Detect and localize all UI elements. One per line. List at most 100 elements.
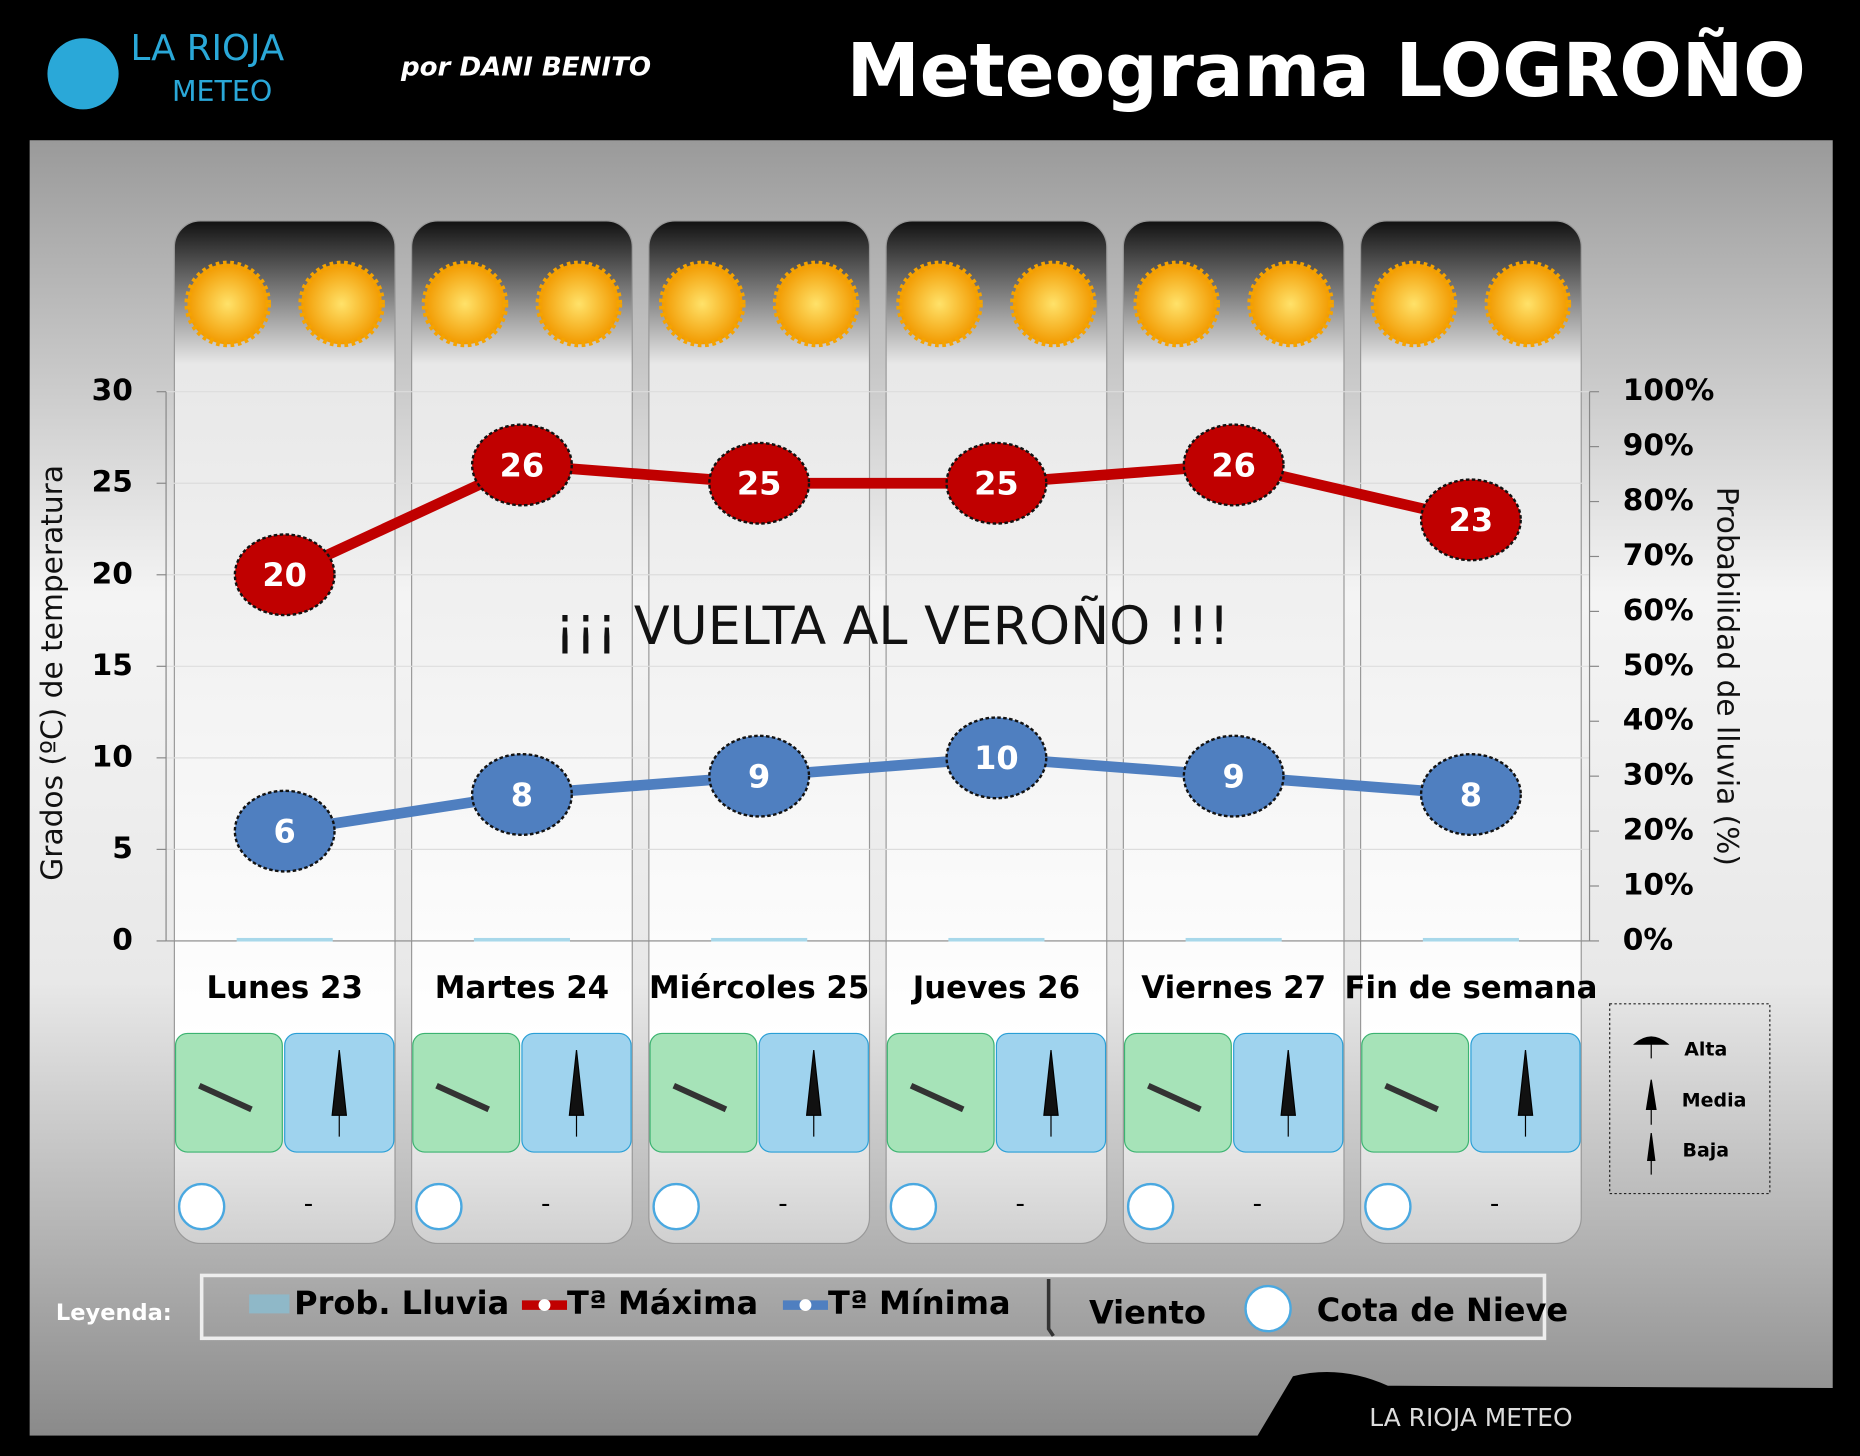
y-tick-label: 30 (92, 372, 133, 407)
day-panel (173, 220, 396, 1245)
y2-tick-label: 100% (1623, 372, 1715, 407)
temp-point (470, 423, 573, 507)
y2-tick-label: 80% (1623, 482, 1694, 517)
snow-level: - (1490, 1189, 1499, 1219)
data-label: 6 (274, 812, 296, 850)
legend-title: Leyenda: (56, 1300, 172, 1326)
wind-box (886, 1032, 995, 1153)
x-tick-label: Miércoles 25 (649, 970, 869, 1006)
umbrella-icon (1645, 1079, 1657, 1125)
data-label: 25 (974, 465, 1019, 503)
y-tick-label: 10 (92, 738, 133, 773)
legend-swatch (1046, 1279, 1055, 1337)
rain-bar (711, 937, 808, 942)
snow-icon (1364, 1182, 1412, 1231)
y2-tick-label: 0% (1623, 921, 1673, 956)
author: por DANI BENITO (400, 52, 651, 82)
legend-label: Tª Máxima (567, 1284, 758, 1322)
wind-box (174, 1032, 283, 1153)
snow-level: - (304, 1189, 313, 1219)
legend-swatch (1244, 1284, 1292, 1333)
umbrella-icon (331, 1049, 348, 1137)
x-tick-label: Martes 24 (435, 970, 609, 1006)
logo (47, 38, 119, 110)
snow-icon (415, 1182, 463, 1231)
y2-tick-label: 20% (1623, 812, 1694, 847)
chart-title: Meteograma LOGROÑO (847, 28, 1806, 114)
umbrella-icon (1280, 1049, 1297, 1137)
y2-tick-label: 70% (1623, 537, 1694, 572)
day-panel (1360, 220, 1582, 1245)
legend-swatch (799, 1299, 812, 1312)
snow-icon (1126, 1182, 1175, 1231)
x-tick-label: Lunes 23 (206, 970, 362, 1006)
weather-icon (1370, 260, 1458, 348)
temp-point (1182, 423, 1285, 507)
umbrella-icon (1646, 1133, 1656, 1175)
snow-icon (652, 1182, 700, 1231)
y2-tick-label: 90% (1623, 427, 1694, 462)
rain-legend-item: Media (1682, 1090, 1747, 1112)
x-tick-label: Viernes 27 (1141, 970, 1326, 1006)
legend-label: Tª Mínima (828, 1284, 1011, 1322)
brand: LA RIOJA (130, 28, 284, 69)
rain-bar (236, 937, 333, 942)
weather-icon (772, 260, 860, 348)
y-tick-label: 15 (92, 647, 133, 682)
weather-icon (658, 260, 746, 348)
wind-arrow (1147, 1082, 1202, 1113)
legend-swatch (538, 1299, 551, 1312)
weather-icon (1133, 260, 1221, 348)
umbrella-icon (805, 1049, 822, 1137)
data-label: 25 (737, 465, 782, 503)
weather-icon (298, 260, 385, 348)
data-label: 10 (974, 739, 1019, 777)
temp-point (1182, 734, 1285, 818)
y2-tick-label: 50% (1623, 647, 1694, 682)
snow-icon (177, 1182, 226, 1231)
x-tick-label: Jueves 26 (911, 970, 1080, 1006)
snow-icon (889, 1182, 938, 1231)
data-label: 9 (1223, 758, 1245, 796)
y-tick-label: 25 (92, 464, 133, 499)
data-label: 26 (500, 446, 545, 484)
rain-bar (1422, 937, 1519, 942)
day-panel (411, 220, 633, 1245)
weather-icon (1247, 260, 1334, 348)
weather-icon (1484, 260, 1572, 348)
brand-sub: METEO (172, 75, 272, 108)
rain-legend-box (1609, 1003, 1771, 1195)
wind-box (1361, 1032, 1470, 1153)
weather-icon (184, 260, 272, 348)
annotation: ¡¡¡ VUELTA AL VEROÑO !!! (555, 596, 1230, 657)
umbrella-icon (1633, 1036, 1670, 1059)
snow-level: - (778, 1189, 787, 1219)
umbrella-icon (1043, 1049, 1059, 1137)
rain-legend-item: Alta (1684, 1039, 1727, 1061)
data-label: 23 (1449, 501, 1494, 539)
rain-bar (1185, 937, 1282, 942)
data-label: 8 (511, 776, 533, 814)
weather-icon (535, 260, 623, 348)
y2-tick-label: 30% (1623, 757, 1694, 792)
x-tick-label: Fin de semana (1344, 970, 1597, 1006)
y2-tick-label: 40% (1623, 702, 1694, 737)
umbrella-icon (568, 1049, 585, 1137)
wind-arrow (198, 1082, 253, 1113)
temp-point (945, 716, 1048, 800)
wind-arrow (435, 1082, 490, 1113)
rain-bar (473, 937, 570, 942)
data-label: 20 (262, 556, 307, 594)
wind-arrow (672, 1082, 728, 1113)
snow-level: - (541, 1189, 550, 1219)
legend-swatch (249, 1294, 290, 1314)
wind-arrow (909, 1082, 965, 1113)
y2-tick-label: 60% (1623, 592, 1694, 627)
temp-point (708, 734, 811, 818)
snow-level: - (1253, 1189, 1262, 1219)
weather-icon (896, 260, 983, 348)
temp-point (470, 752, 573, 836)
wind-box (1123, 1032, 1232, 1153)
legend-box (199, 1273, 1547, 1341)
